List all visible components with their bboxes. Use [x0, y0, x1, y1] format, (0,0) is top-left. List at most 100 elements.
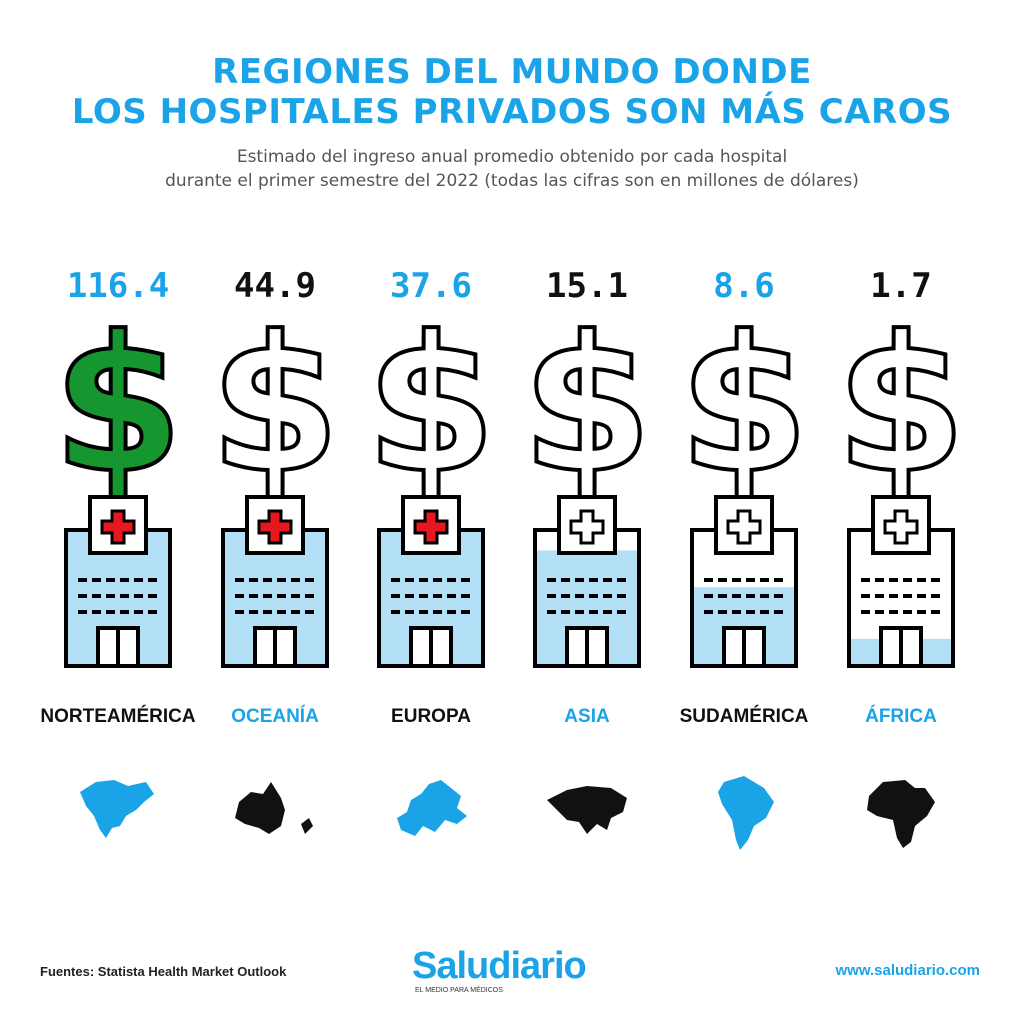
window [917, 578, 926, 582]
window [291, 594, 300, 598]
window [774, 594, 783, 598]
window [861, 594, 870, 598]
window [148, 594, 157, 598]
window [575, 594, 584, 598]
window [461, 578, 470, 582]
hospital-icon [377, 495, 485, 668]
cross-icon [100, 509, 136, 545]
window [589, 578, 598, 582]
region-label: ASIA [564, 706, 610, 727]
region-column-3: 37.6$ EUROPA [364, 266, 498, 836]
subtitle-line-2: durante el primer semestre del 2022 (tod… [165, 171, 859, 191]
window [875, 610, 884, 614]
region-column-5: 8.6$ SUDAMÉRICA [677, 266, 811, 850]
oceania-map-icon [235, 782, 313, 834]
window [931, 594, 940, 598]
window [235, 610, 244, 614]
dollar-sign-icon: $ [210, 296, 341, 515]
window [760, 610, 769, 614]
cross-icon [726, 509, 762, 545]
window [547, 610, 556, 614]
window [291, 578, 300, 582]
window [277, 594, 286, 598]
africa-map-icon [867, 780, 935, 848]
window [419, 610, 428, 614]
north-america-map-icon [80, 780, 154, 838]
window [447, 594, 456, 598]
hospital-icon [64, 495, 172, 668]
window [263, 578, 272, 582]
window [704, 578, 713, 582]
title-line-1: REGIONES DEL MUNDO DONDE [212, 52, 812, 92]
window [875, 594, 884, 598]
region-label: EUROPA [391, 706, 471, 727]
region-label: NORTEAMÉRICA [40, 705, 195, 727]
value-label: 8.6 [713, 266, 774, 306]
window [746, 578, 755, 582]
window [78, 610, 87, 614]
region-column-6: 1.7$ ÁFRICA [834, 266, 968, 848]
south-america-map-icon [718, 776, 774, 850]
window [405, 610, 414, 614]
window [305, 578, 314, 582]
window [391, 578, 400, 582]
window [134, 610, 143, 614]
window [405, 594, 414, 598]
window [774, 610, 783, 614]
window [277, 578, 286, 582]
window [718, 578, 727, 582]
window [106, 610, 115, 614]
window [589, 610, 598, 614]
window [617, 578, 626, 582]
dollar-sign-icon: $ [366, 296, 497, 515]
window [78, 594, 87, 598]
window [760, 594, 769, 598]
window [391, 610, 400, 614]
window [447, 610, 456, 614]
window [603, 578, 612, 582]
window [889, 610, 898, 614]
europe-map-icon [397, 780, 467, 836]
cross-icon [413, 509, 449, 545]
dollar-sign-icon: $ [679, 296, 810, 515]
window [305, 610, 314, 614]
window [120, 578, 129, 582]
cross-icon [883, 509, 919, 545]
window [92, 610, 101, 614]
window [433, 610, 442, 614]
hospital-icon [533, 495, 641, 668]
window [277, 610, 286, 614]
window [235, 594, 244, 598]
window [718, 594, 727, 598]
window [134, 594, 143, 598]
value-label: 44.9 [234, 266, 316, 306]
window [391, 594, 400, 598]
window [263, 610, 272, 614]
window [249, 594, 258, 598]
window [92, 594, 101, 598]
window [889, 578, 898, 582]
dollar-sign-icon: $ [836, 296, 967, 515]
hospital-icon [221, 495, 329, 668]
window [561, 610, 570, 614]
dollar-sign-icon: $ [522, 296, 653, 515]
region-label: ÁFRICA [865, 705, 937, 727]
window [106, 578, 115, 582]
window [547, 594, 556, 598]
region-column-1: 116.4$ NORTEAMÉRICA [40, 266, 196, 838]
window [447, 578, 456, 582]
value-label: 116.4 [67, 266, 169, 306]
window [419, 578, 428, 582]
website-link[interactable]: www.saludiario.com [835, 962, 980, 979]
window [575, 578, 584, 582]
window [732, 578, 741, 582]
region-label: SUDAMÉRICA [680, 705, 809, 727]
window [861, 578, 870, 582]
window [617, 594, 626, 598]
sources-note: Fuentes: Statista Health Market Outlook [40, 964, 287, 979]
window [561, 594, 570, 598]
window [889, 594, 898, 598]
asia-map-icon [547, 786, 627, 834]
window [461, 610, 470, 614]
